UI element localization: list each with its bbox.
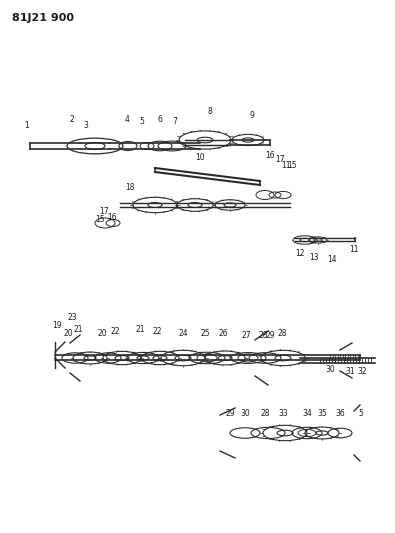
Text: 11: 11 (349, 245, 359, 254)
Text: 30: 30 (325, 366, 335, 375)
Text: 1: 1 (24, 122, 29, 131)
Text: 20: 20 (97, 328, 107, 337)
Text: 10: 10 (195, 152, 205, 161)
Text: 16: 16 (107, 213, 117, 222)
Text: 36: 36 (335, 408, 345, 417)
Text: 32: 32 (357, 367, 367, 376)
Text: 25: 25 (200, 328, 210, 337)
Text: 17: 17 (275, 156, 285, 165)
Text: 29: 29 (265, 332, 275, 341)
Text: 22: 22 (152, 327, 162, 335)
Text: 17: 17 (99, 206, 109, 215)
Text: 14: 14 (327, 254, 337, 263)
Text: 5: 5 (359, 408, 363, 417)
Text: 15: 15 (287, 160, 297, 169)
Text: 34: 34 (302, 408, 312, 417)
Text: 21: 21 (135, 326, 145, 335)
Text: 30: 30 (240, 408, 250, 417)
Text: 4: 4 (124, 116, 130, 125)
Text: 5: 5 (139, 117, 145, 126)
Text: 24: 24 (178, 328, 188, 337)
Text: 35: 35 (317, 408, 327, 417)
Text: 22: 22 (110, 327, 120, 335)
Text: 12: 12 (295, 248, 305, 257)
Text: 7: 7 (173, 117, 177, 125)
Text: 13: 13 (309, 253, 319, 262)
Text: 29: 29 (225, 408, 235, 417)
Text: 9: 9 (250, 110, 254, 119)
Text: 8: 8 (208, 107, 213, 116)
Text: 27: 27 (241, 332, 251, 341)
Text: 20: 20 (63, 328, 73, 337)
Text: 2: 2 (70, 116, 74, 125)
Text: 33: 33 (278, 408, 288, 417)
Text: 19: 19 (52, 321, 62, 330)
Text: 16: 16 (265, 150, 275, 159)
Text: 3: 3 (84, 120, 88, 130)
Text: 21: 21 (73, 326, 83, 335)
Text: 28: 28 (258, 332, 268, 341)
Text: 15: 15 (95, 214, 105, 223)
Text: 81J21 900: 81J21 900 (12, 13, 74, 23)
Text: 6: 6 (158, 115, 162, 124)
Text: 11: 11 (281, 160, 291, 169)
Text: 18: 18 (125, 183, 135, 192)
Text: 28: 28 (260, 408, 270, 417)
Text: 23: 23 (67, 313, 77, 322)
Text: 26: 26 (218, 328, 228, 337)
Text: 28: 28 (277, 328, 287, 337)
Text: 31: 31 (345, 367, 355, 376)
